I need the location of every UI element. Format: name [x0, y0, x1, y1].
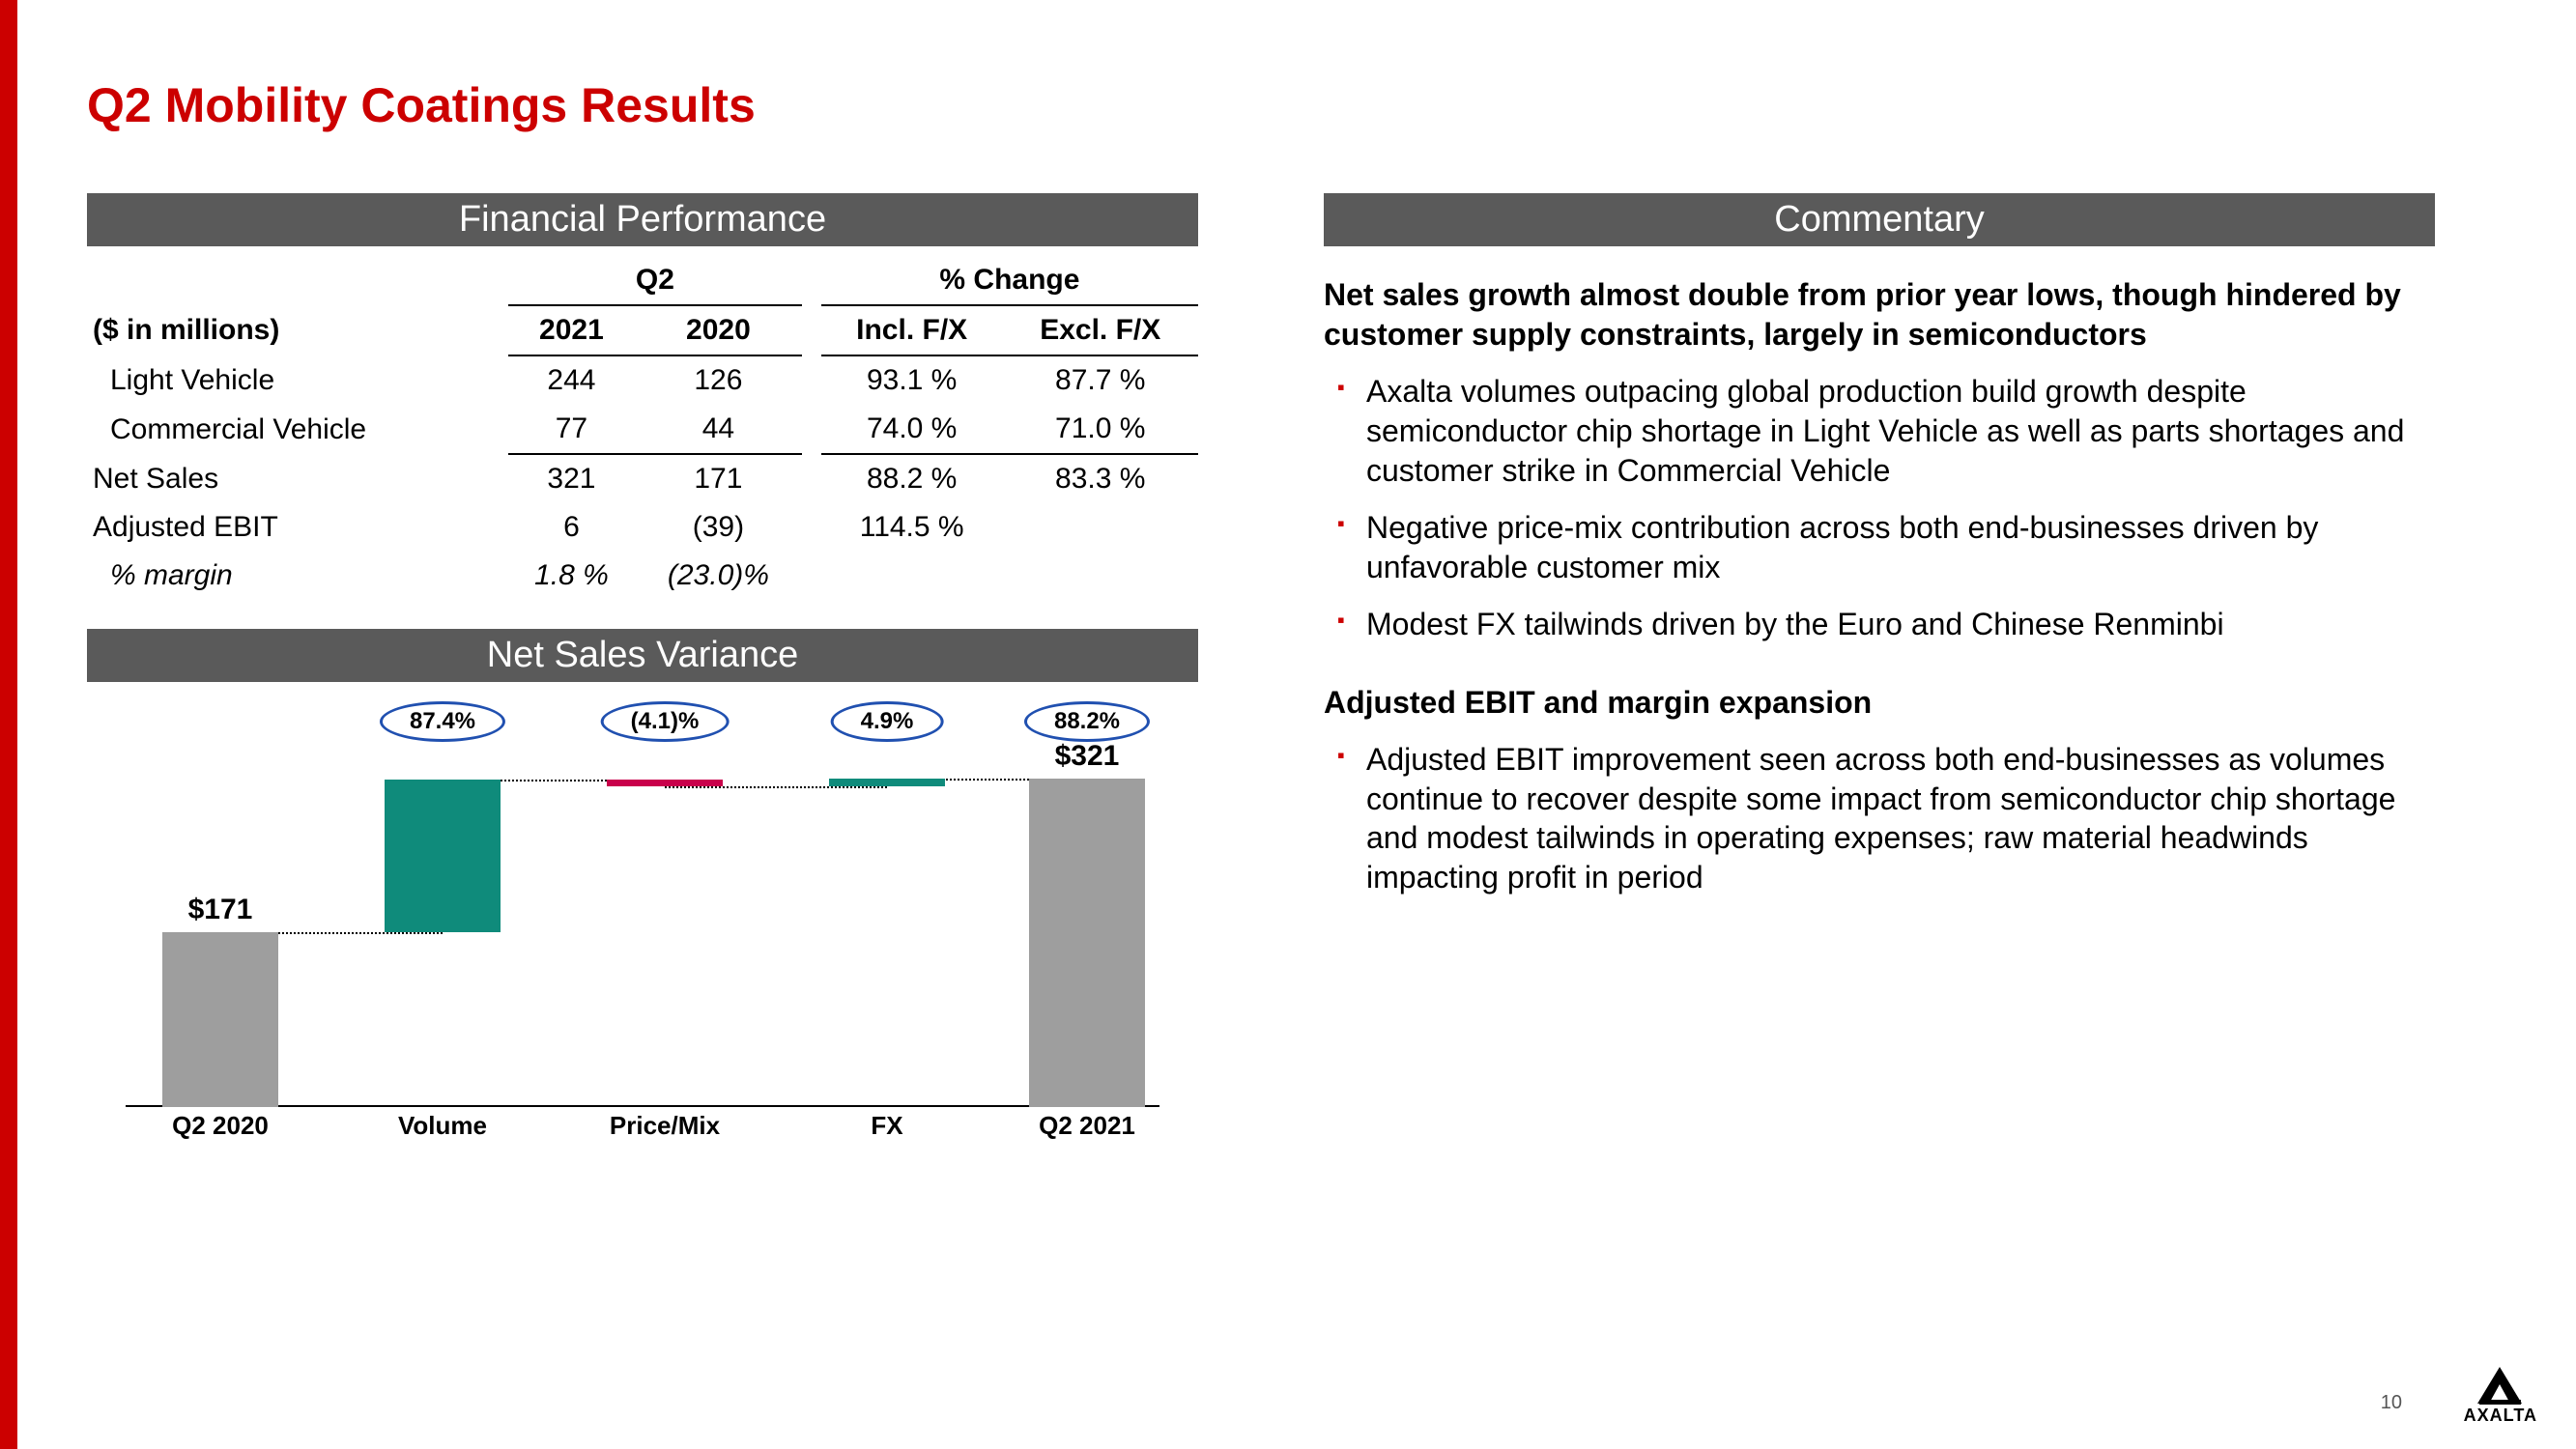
right-column: Commentary Net sales growth almost doubl… [1324, 193, 2435, 936]
variance-bubble: 4.9% [831, 701, 944, 742]
commentary-bullet: Negative price-mix contribution across b… [1324, 508, 2435, 587]
group-q2: Q2 [508, 256, 802, 305]
col-2020: 2020 [635, 305, 802, 355]
commentary-list: Axalta volumes outpacing global producti… [1324, 372, 2435, 644]
col-incl: Incl. F/X [821, 305, 1003, 355]
bar-value-label: $321 [1055, 740, 1120, 773]
logo-text: AXALTA [2464, 1406, 2537, 1426]
financial-table: Q2 % Change ($ in millions) 2021 2020 In… [87, 256, 1198, 600]
variance-bubble: 87.4% [380, 701, 505, 742]
commentary-header: Commentary [1324, 193, 2435, 246]
accent-bar [0, 0, 17, 1449]
category-label: Price/Mix [610, 1111, 720, 1141]
commentary-bullet: Modest FX tailwinds driven by the Euro a… [1324, 605, 2435, 644]
col-2021: 2021 [508, 305, 635, 355]
chart-bar [607, 780, 723, 786]
waterfall-chart: 87.4% (4.1)% 4.9% 88.2% $171 $321 Q2 2020 Vol… [87, 701, 1198, 1146]
commentary-bullet: Adjusted EBIT improvement seen across bo… [1324, 740, 2435, 898]
commentary-headline: Adjusted EBIT and margin expansion [1324, 683, 2435, 723]
table-row: % margin1.8 %(23.0)% [87, 552, 1198, 600]
category-label: Q2 2021 [1039, 1111, 1135, 1141]
variance-bubble: 88.2% [1024, 701, 1150, 742]
category-label: FX [871, 1111, 902, 1141]
unit-label: ($ in millions) [87, 305, 508, 355]
col-excl: Excl. F/X [1002, 305, 1198, 355]
category-label: Volume [398, 1111, 487, 1141]
table-row: Commercial Vehicle774474.0 %71.0 % [87, 405, 1198, 454]
page-title: Q2 Mobility Coatings Results [87, 77, 756, 133]
chart-bar [385, 780, 501, 932]
logo-icon [2474, 1365, 2527, 1406]
commentary-list: Adjusted EBIT improvement seen across bo… [1324, 740, 2435, 898]
logo: AXALTA [2464, 1365, 2537, 1426]
category-label: Q2 2020 [172, 1111, 269, 1141]
chart-bar [1029, 779, 1145, 1107]
group-change: % Change [821, 256, 1198, 305]
left-column: Financial Performance Q2 % Change ($ in … [87, 193, 1198, 1146]
financial-header: Financial Performance [87, 193, 1198, 246]
table-row: Net Sales32117188.2 %83.3 % [87, 454, 1198, 503]
chart-axis [126, 1105, 1159, 1107]
variance-bubble: (4.1)% [601, 701, 730, 742]
chart-bar [162, 932, 278, 1107]
page-number: 10 [2381, 1392, 2402, 1414]
table-row: Adjusted EBIT6(39)114.5 % [87, 503, 1198, 552]
commentary-bullet: Axalta volumes outpacing global producti… [1324, 372, 2435, 491]
bar-value-label: $171 [188, 894, 253, 926]
variance-section: Net Sales Variance 87.4% (4.1)% 4.9% 88.2% … [87, 629, 1198, 1146]
table-row: Light Vehicle24412693.1 %87.7 % [87, 355, 1198, 405]
commentary-headline: Net sales growth almost double from prio… [1324, 275, 2435, 355]
chart-bar [829, 779, 945, 786]
commentary-body: Net sales growth almost double from prio… [1324, 275, 2435, 897]
connector-line [665, 786, 887, 788]
variance-header: Net Sales Variance [87, 629, 1198, 682]
